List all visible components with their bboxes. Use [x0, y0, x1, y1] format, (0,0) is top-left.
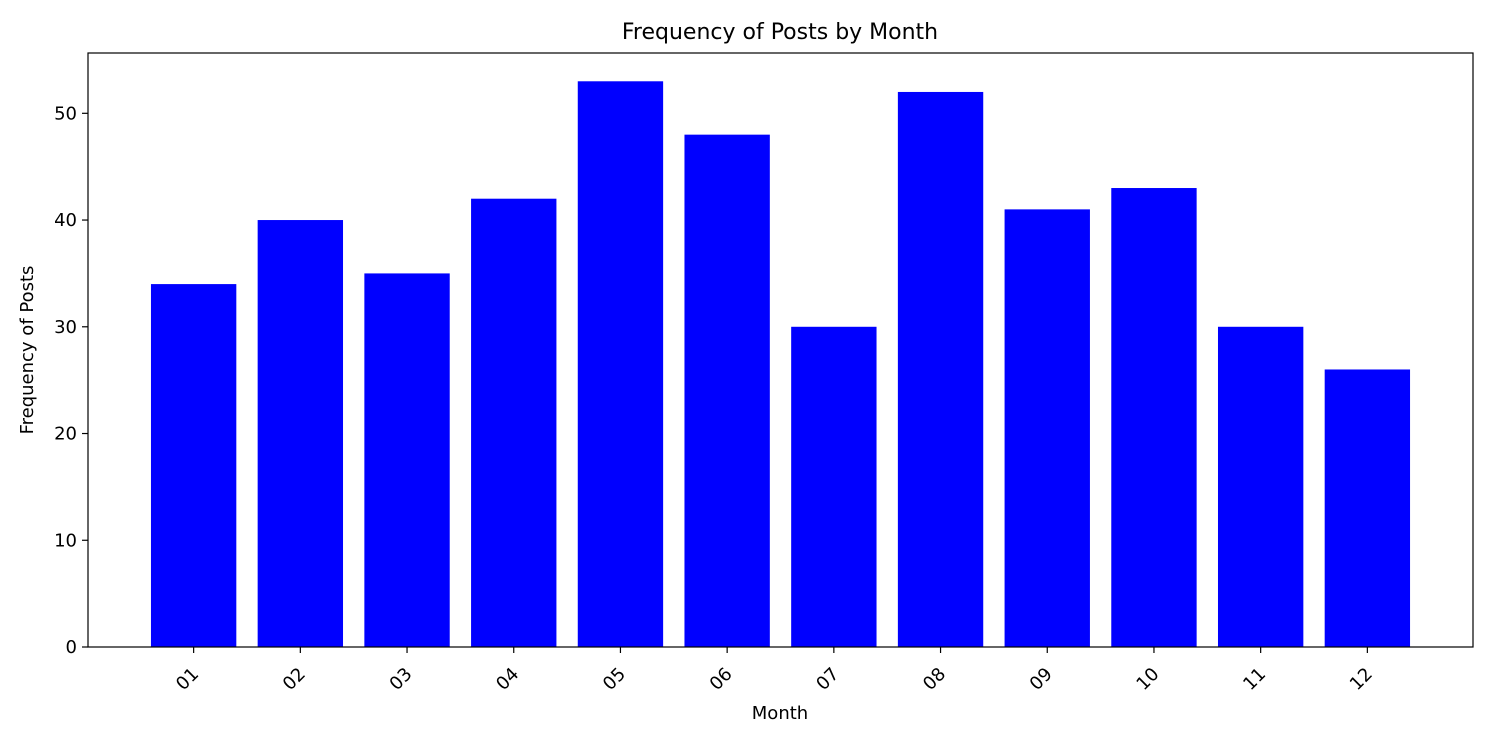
bar	[364, 273, 450, 647]
bar	[684, 134, 770, 648]
bar	[1004, 209, 1090, 648]
y-tick-label: 40	[54, 210, 77, 231]
y-tick-label: 30	[54, 317, 77, 338]
chart-title: Frequency of Posts by Month	[622, 20, 938, 45]
bar	[257, 220, 344, 647]
plot-frame	[87, 52, 1474, 648]
y-tick-label: 50	[54, 103, 77, 124]
y-tick-label: 10	[54, 530, 77, 551]
y-tick-label: 20	[54, 424, 77, 445]
bar	[1217, 326, 1304, 647]
bar	[791, 326, 877, 647]
bar	[150, 284, 237, 647]
bar	[577, 81, 664, 648]
bar	[471, 198, 557, 647]
bar	[1111, 188, 1197, 647]
x-axis-label: Month	[752, 703, 808, 724]
y-tick-label: 0	[66, 637, 77, 658]
bar	[1324, 369, 1411, 647]
y-axis-label: Frequency of Posts	[17, 266, 38, 435]
bar	[897, 91, 984, 647]
